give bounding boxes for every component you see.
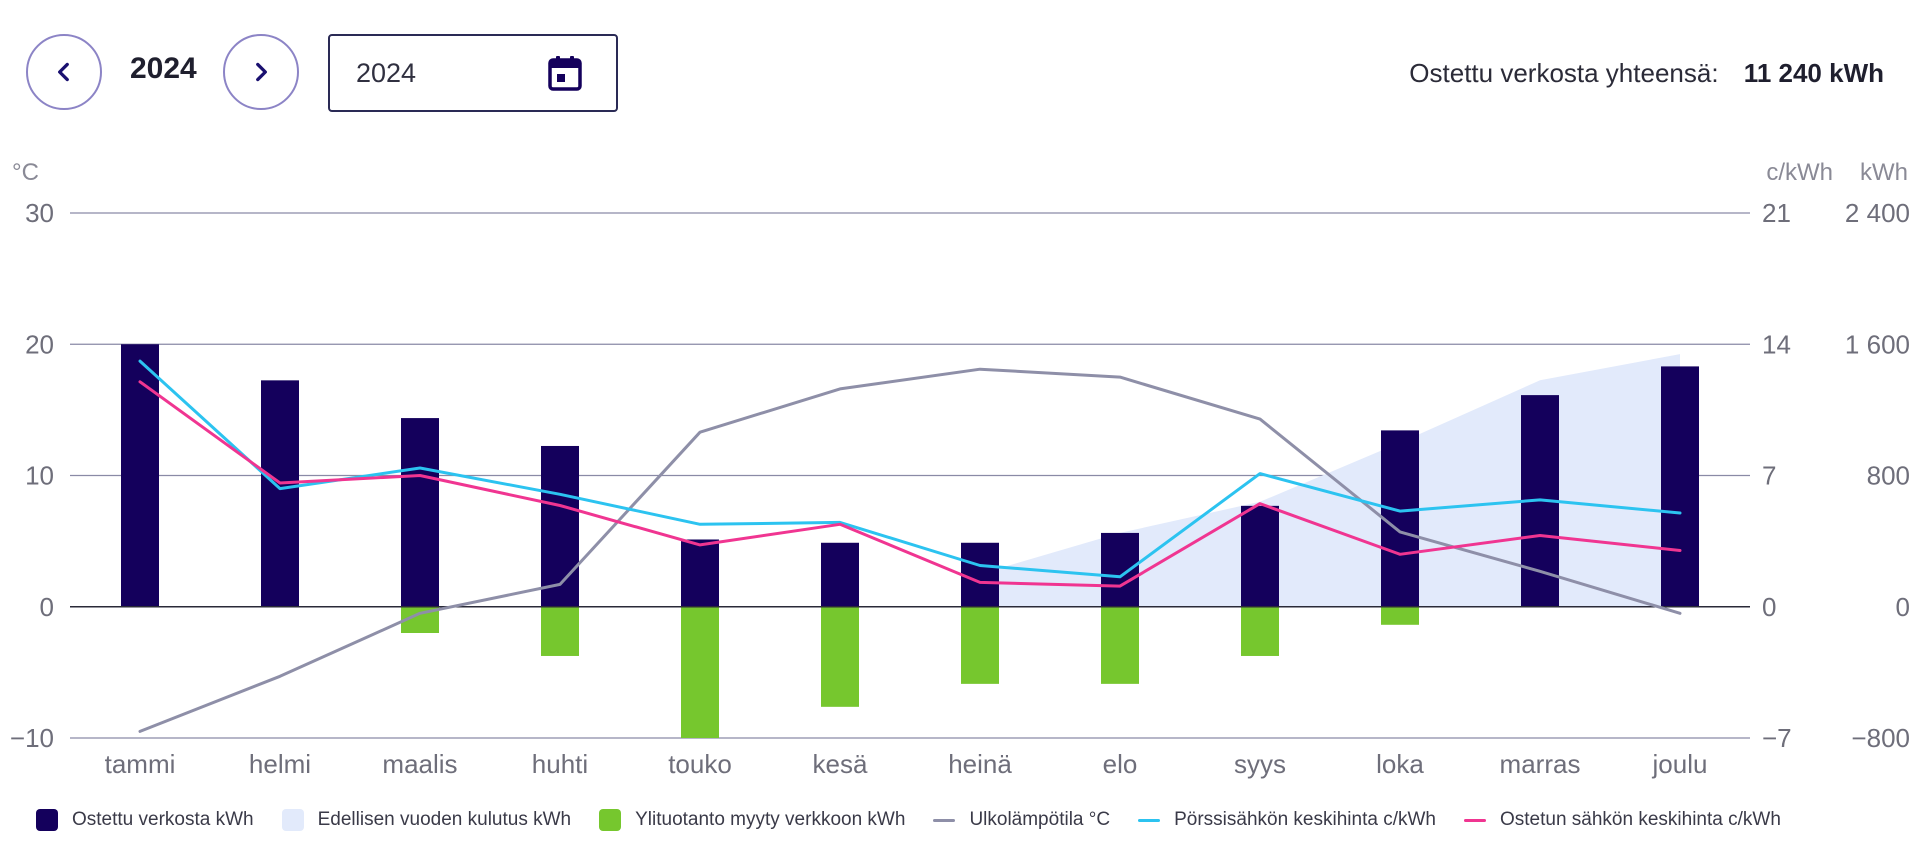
legend-item[interactable]: Ostettu verkosta kWh (36, 809, 254, 831)
energy-axis-unit: kWh (1860, 159, 1908, 186)
total-purchased-value: 11 240 kWh (1743, 58, 1884, 88)
total-purchased: Ostettu verkosta yhteensä: 11 240 kWh (1409, 58, 1884, 89)
left-tick-label: −10 (10, 723, 54, 753)
overproduction-bar (1381, 606, 1419, 625)
energy-tick-label: 800 (1867, 461, 1910, 491)
purchased-bar (121, 344, 159, 607)
purchased-bar (1661, 366, 1699, 607)
legend-swatch (281, 809, 304, 831)
calendar-icon[interactable] (548, 55, 582, 91)
month-label: elo (1103, 749, 1138, 779)
overproduction-bar (961, 606, 999, 684)
legend-label: Ylituotanto myyty verkkoon kWh (635, 809, 906, 830)
energy-tick-label: 2 400 (1845, 198, 1910, 228)
purchased-bar (541, 445, 579, 607)
price-tick-label: 14 (1762, 329, 1791, 359)
purchased-bar (681, 539, 719, 607)
legend-swatch (36, 809, 58, 831)
chevron-left-icon (58, 62, 69, 82)
legend-label: Ostettu verkosta kWh (72, 809, 254, 830)
legend-swatch (599, 809, 622, 831)
month-label: marras (1500, 749, 1581, 779)
price-tick-label: 21 (1762, 198, 1791, 228)
month-label: kesä (813, 749, 868, 779)
month-label: joulu (1652, 749, 1708, 779)
legend-item[interactable]: Pörssisähkön keskihinta c/kWh (1138, 809, 1436, 831)
month-label: syys (1234, 749, 1286, 779)
left-tick-label: 0 (40, 592, 54, 622)
price-tick-label: −7 (1762, 723, 1792, 753)
purchased-bar (961, 542, 999, 607)
toolbar: 2024 2024 Ostettu verkosta yhteensä: 11 … (0, 0, 1920, 140)
overproduction-bar (1101, 606, 1139, 684)
price-axis-unit: c/kWh (1766, 159, 1833, 186)
purchased-bar (1241, 505, 1279, 607)
purchased-bar (1381, 430, 1419, 607)
overproduction-bar (681, 606, 719, 738)
overproduction-bar (821, 606, 859, 707)
purchased-price-line (138, 380, 1682, 588)
legend-line-swatch (933, 818, 956, 822)
temperature-line (138, 367, 1682, 733)
purchased-bar (401, 418, 439, 607)
legend-item[interactable]: Edellisen vuoden kulutus kWh (281, 809, 572, 831)
left-tick-label: 30 (25, 198, 54, 228)
purchased-bar (261, 380, 299, 607)
left-tick-label: 10 (25, 461, 54, 491)
left-tick-label: 20 (25, 329, 54, 359)
left-axis-unit: °C (12, 159, 39, 186)
chart-legend: Ostettu verkosta kWh Edellisen vuoden kul… (36, 800, 1809, 840)
overproduction-bar (541, 606, 579, 656)
legend-line-swatch (1138, 818, 1161, 822)
month-label: helmi (249, 749, 311, 779)
purchased-bar (821, 542, 859, 607)
month-label: loka (1376, 749, 1424, 779)
legend-line-swatch (1463, 818, 1486, 822)
purchased-bar (1101, 532, 1139, 607)
legend-label: Ulkolämpötila °C (969, 809, 1111, 830)
price-tick-label: 7 (1762, 461, 1776, 491)
month-label: heinä (948, 749, 1012, 779)
legend-label: Ostetun sähkön keskihinta c/kWh (1499, 809, 1781, 830)
legend-item[interactable]: Ulkolämpötila °C (933, 809, 1110, 831)
previous-year-button[interactable] (26, 34, 102, 110)
overproduction-bar (1241, 606, 1279, 656)
current-year-label: 2024 (130, 52, 197, 85)
energy-tick-label: 0 (1896, 592, 1910, 622)
spot-price-line (138, 359, 1682, 579)
energy-tick-label: 1 600 (1845, 329, 1910, 359)
next-year-button[interactable] (223, 34, 299, 110)
energy-tick-label: −800 (1851, 723, 1910, 753)
month-label: maalis (382, 749, 457, 779)
consumption-chart: °C c/kWh kWh 30 21 2 400 20 14 1 600 10 7 800 0 0 0 −10… (10, 159, 1910, 779)
year-picker-field[interactable]: 2024 (328, 34, 618, 112)
previous-year-area (980, 354, 1680, 607)
month-label: tammi (105, 749, 176, 779)
legend-item[interactable]: Ostetun sähkön keskihinta c/kWh (1463, 809, 1781, 831)
month-label: touko (668, 749, 732, 779)
year-picker-value: 2024 (356, 58, 417, 88)
legend-label: Pörssisähkön keskihinta c/kWh (1174, 809, 1436, 830)
legend-item[interactable]: Ylituotanto myyty verkkoon kWh (599, 809, 905, 831)
month-label: huhti (532, 749, 588, 779)
price-tick-label: 0 (1762, 592, 1776, 622)
total-purchased-label: Ostettu verkosta yhteensä: (1409, 58, 1719, 88)
legend-label: Edellisen vuoden kulutus kWh (317, 809, 572, 830)
chevron-right-icon (256, 62, 267, 82)
